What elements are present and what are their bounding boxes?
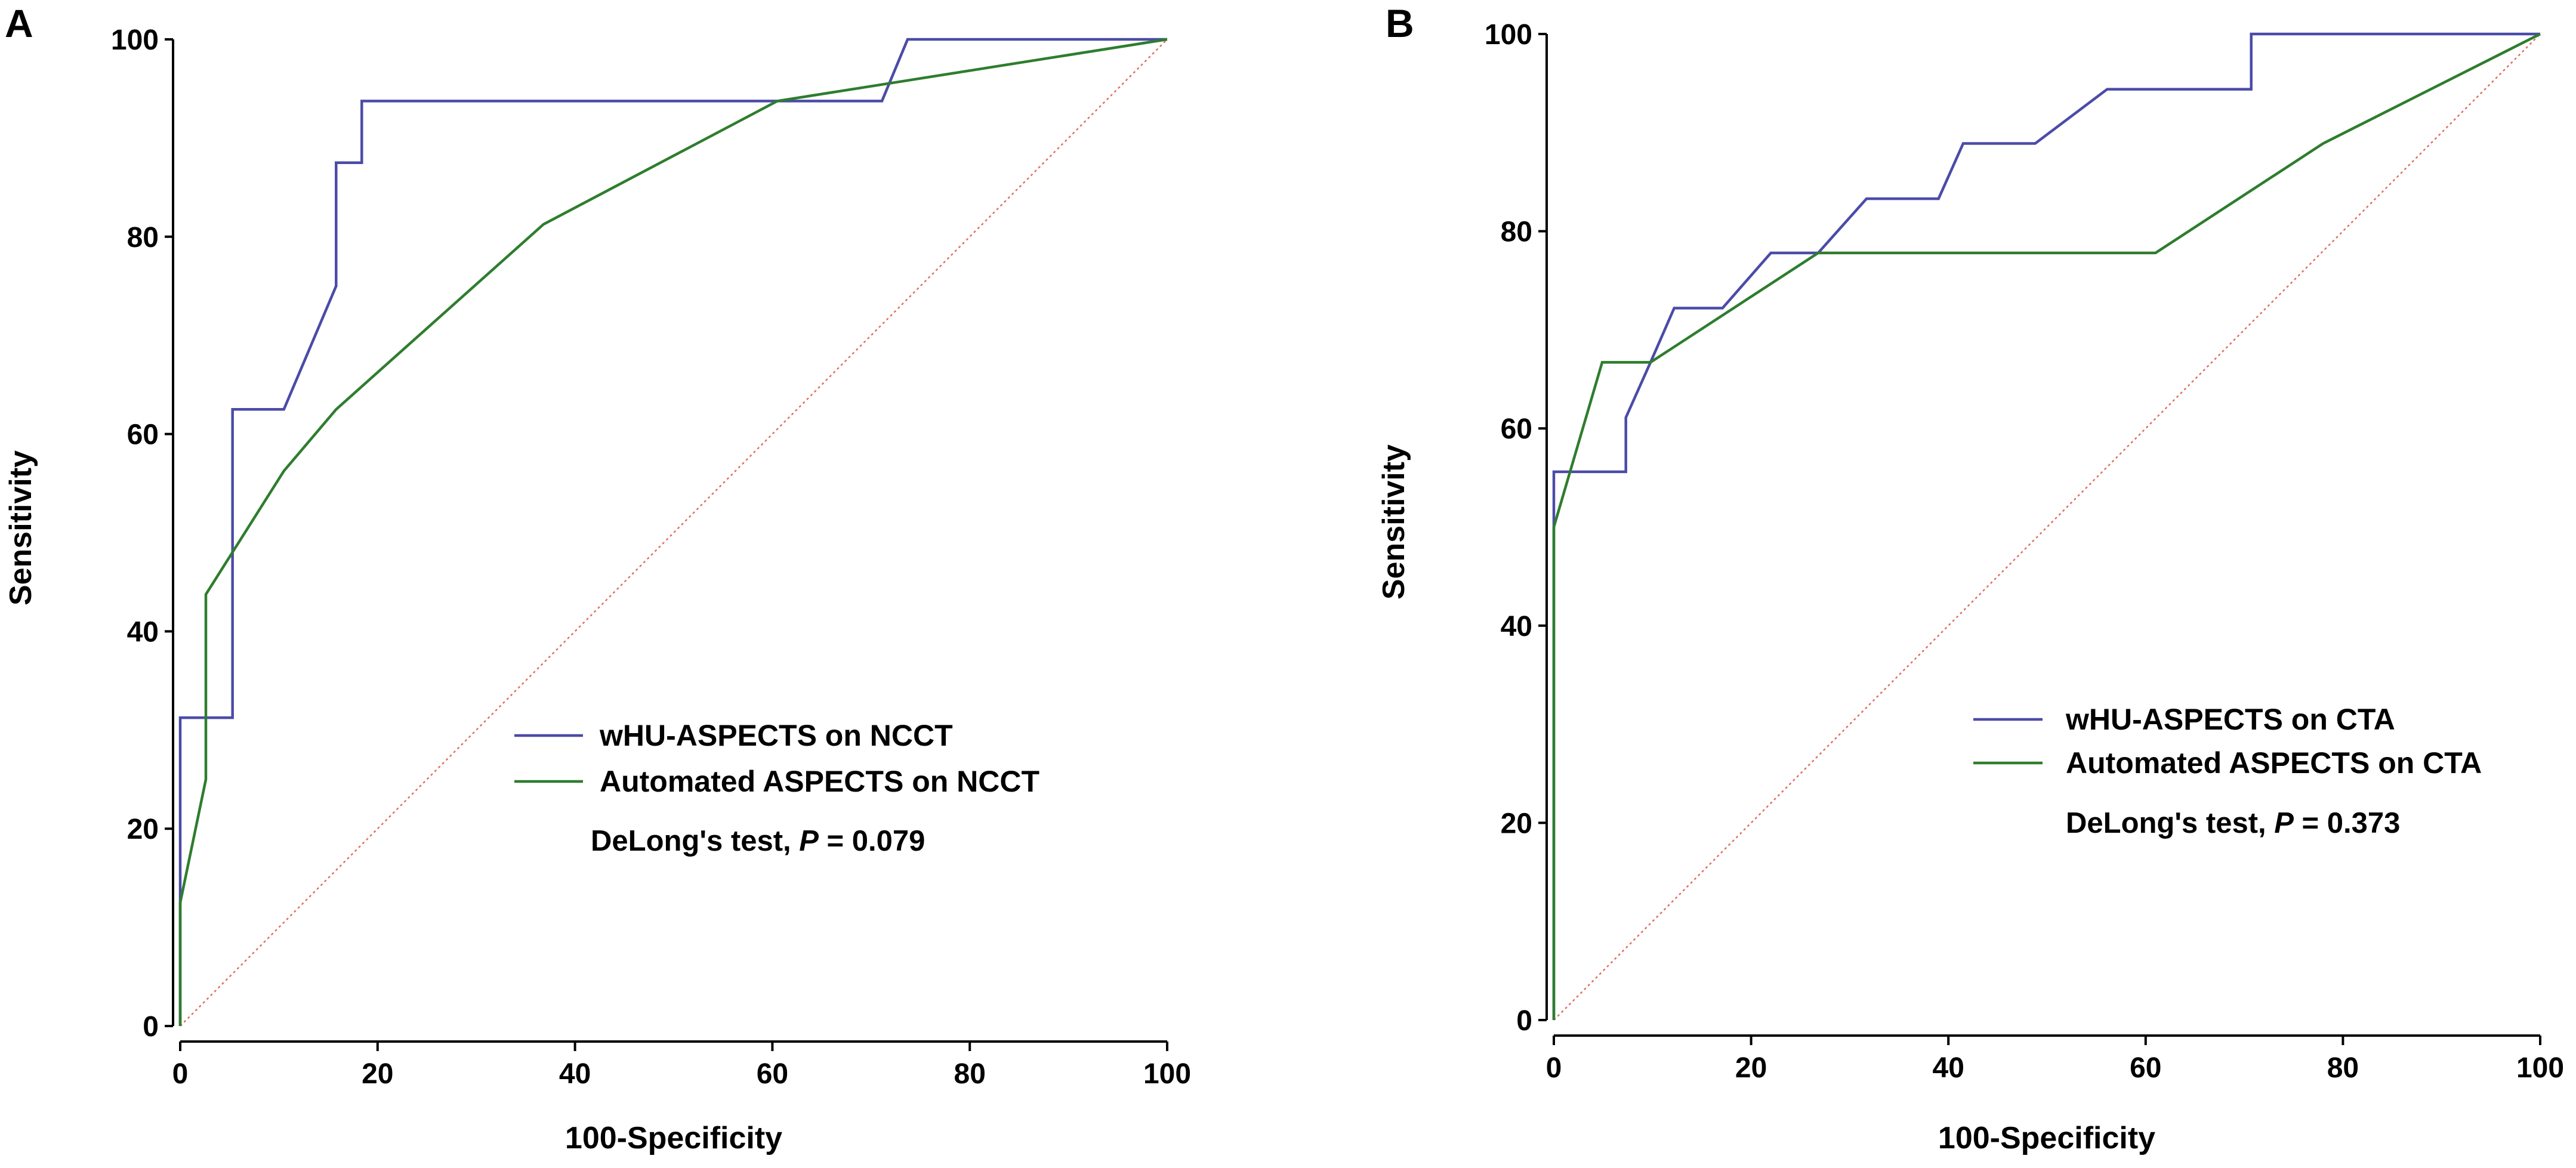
x-tick-label: 20 (362, 1058, 393, 1090)
delong-test-annotation: DeLong's test, P = 0.373 (2066, 807, 2400, 839)
y-tick-label: 80 (127, 222, 159, 254)
legend: wHU-ASPECTS on NCCT Automated ASPECTS on … (514, 719, 1039, 798)
y-tick-label: 0 (1516, 1005, 1532, 1037)
x-tick-label: 100 (1143, 1058, 1191, 1090)
legend-label: Automated ASPECTS on CTA (2066, 746, 2482, 780)
x-axis-title: 100-Specificity (565, 1121, 782, 1155)
reference-diagonal-line (1553, 33, 2541, 1021)
x-tick-label: 0 (172, 1058, 189, 1090)
x-tick-label: 80 (2327, 1052, 2359, 1084)
x-tick-label: 20 (1735, 1052, 1767, 1084)
roc-panel-b: B 0 20 40 60 80 100 0 20 40 60 80 100 100-Specificity… (1377, 1, 2564, 1155)
x-tick-label: 100 (2516, 1052, 2564, 1084)
roc-curve-whu-aspects (178, 38, 1167, 1026)
roc-curve-whu-aspects (1552, 32, 2540, 1020)
y-tick-label: 60 (1501, 413, 1532, 445)
roc-panel-a: A 0 20 40 60 80 100 0 20 40 60 80 100 100-Specificity… (4, 1, 1191, 1155)
legend-label: Automated ASPECTS on NCCT (600, 765, 1039, 798)
x-tick-label: 60 (2130, 1052, 2161, 1084)
x-axis-title: 100-Specificity (1938, 1121, 2155, 1155)
x-tick-label: 40 (559, 1058, 591, 1090)
legend-label: wHU-ASPECTS on CTA (2065, 703, 2395, 736)
roc-curve-automated-aspects (178, 38, 1168, 1026)
y-axis-title: Sensitivity (4, 450, 38, 605)
panel-label: A (5, 1, 33, 45)
legend: wHU-ASPECTS on CTA Automated ASPECTS on C… (1973, 703, 2482, 780)
legend-label: wHU-ASPECTS on NCCT (599, 719, 953, 752)
y-tick-label: 40 (1501, 611, 1532, 642)
y-tick-label: 60 (127, 419, 159, 451)
y-tick-label: 80 (1501, 217, 1532, 248)
y-axis-title: Sensitivity (1377, 444, 1411, 600)
y-tick-label: 100 (111, 24, 159, 56)
x-tick-label: 80 (954, 1058, 986, 1090)
y-tick-label: 0 (143, 1011, 159, 1043)
reference-diagonal-line (180, 39, 1168, 1027)
x-tick-label: 40 (1933, 1052, 1964, 1084)
y-tick-label: 100 (1485, 19, 1532, 51)
roc-curve-automated-aspects (1552, 32, 2541, 1020)
y-tick-label: 20 (1501, 808, 1532, 839)
delong-test-annotation: DeLong's test, P = 0.079 (591, 825, 925, 857)
x-tick-label: 0 (1546, 1052, 1562, 1084)
y-tick-label: 40 (127, 616, 159, 648)
y-tick-label: 20 (127, 814, 159, 845)
panel-label: B (1386, 1, 1414, 45)
x-tick-label: 60 (757, 1058, 788, 1090)
